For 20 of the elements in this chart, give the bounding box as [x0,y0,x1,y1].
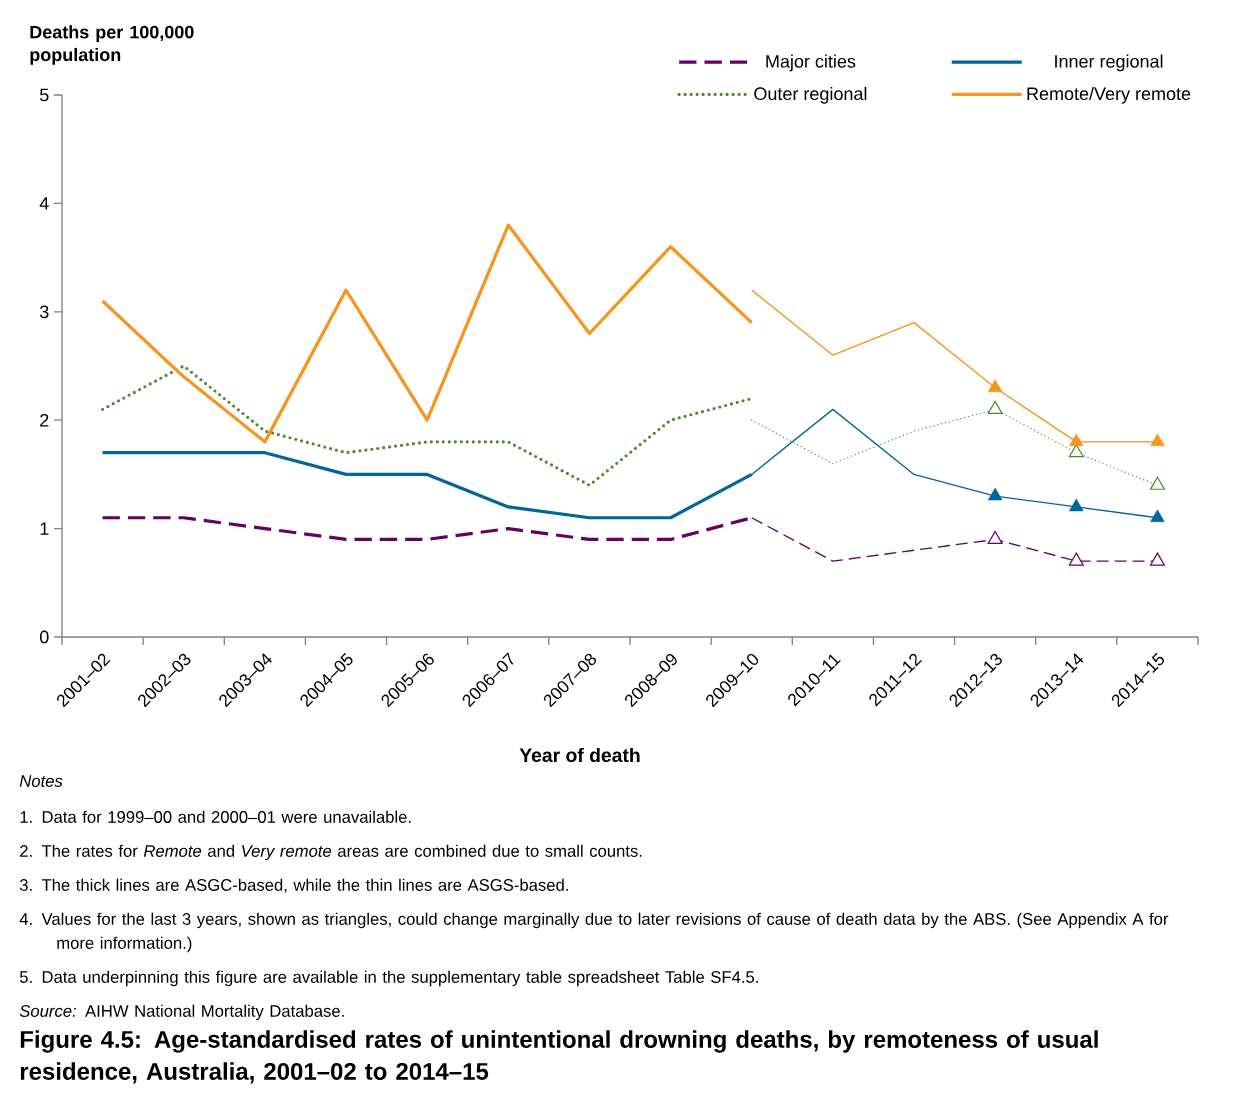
legend-label: Outer regional [754,86,867,104]
x-axis-title: Year of death [519,747,640,763]
text: 2. The rates for Remote and Very remote areas are combined due to small counts. [20,844,642,861]
text: Figure 4.5: Age-standardised rates of unintentional drowning deaths, by remoteness of usual residence, Australia, 2001–02 to 2014–15 [20,1030,1098,1084]
text: 1. Data for 1999–00 and 2000–01 were unavailable. [20,810,411,823]
y-axis-title: Deaths per 100,000 population [30,25,194,65]
y-tick-label: 5 [39,88,49,102]
y-tick-label: 2 [40,413,49,427]
legend-label: Inner regional [1055,54,1163,72]
text: 4. Values for the last 3 years, shown as triangles, could change marginally due to later revisions of cause of death data by the ABS. (See Appendix A for more information.) [19,912,1169,953]
text: Source: AIHW National Mortality Database. [19,1004,344,1021]
legend-label: Major cities [766,54,856,72]
y-tick-label: 4 [39,197,49,210]
y-tick-label: 0 [39,630,49,644]
legend-label: Remote/Very remote [1027,86,1191,104]
text: 5. Data underpinning this figure are available in the supplementary table spreadsheet Table SF4.5. [19,970,758,987]
text: 3. The thick lines are ASGC-based, while the thin lines are ASGS-based. [19,878,568,893]
y-tick-label: 1 [40,522,49,535]
y-tick-label: 3 [39,305,49,319]
text: Notes [19,775,63,787]
